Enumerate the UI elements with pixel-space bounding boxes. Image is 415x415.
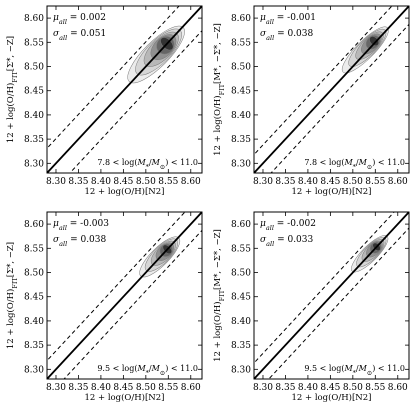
x-tick-label: 8.55 (365, 383, 385, 393)
x-tick-label: 8.35 (68, 383, 88, 393)
contour-level-6 (369, 36, 380, 47)
one-to-one-line (254, 6, 409, 173)
y-tick-label: 8.40 (231, 317, 251, 327)
x-axis-label: 12 + log(O/H)[N2] (292, 186, 372, 197)
x-tick-label: 8.60 (388, 383, 408, 393)
axes-frame (46, 5, 203, 174)
x-tick-label: 8.40 (91, 383, 111, 393)
sigma-annotation: σall = 0.038 (53, 235, 107, 248)
x-tick-label: 8.30 (253, 383, 273, 393)
y-tick-label: 8.40 (24, 317, 44, 327)
mass-range-annotation: 7.8 < log(M*/M⊙) < 11.0 (97, 158, 198, 171)
y-tick-label: 8.55 (231, 244, 251, 254)
x-tick-label: 8.60 (181, 177, 201, 187)
y-axis-label: 12 + log(O/H)FIT[M*, −Σ*, −Z] (212, 23, 226, 156)
y-tick-label: 8.40 (24, 111, 44, 121)
x-tick-label: 8.45 (320, 383, 340, 393)
density-contours (254, 212, 409, 379)
y-tick-label: 8.45 (231, 293, 251, 303)
x-tick-label: 8.55 (365, 177, 385, 187)
x-tick-label: 8.30 (46, 383, 66, 393)
x-tick-label: 8.55 (158, 177, 178, 187)
density-contours (47, 212, 202, 379)
y-tick-label: 8.55 (231, 38, 251, 48)
x-tick-label: 8.45 (113, 177, 133, 187)
sigma-annotation: σall = 0.033 (260, 235, 314, 248)
x-tick-label: 8.35 (68, 177, 88, 187)
y-tick-label: 8.35 (231, 341, 251, 351)
mu-annotation: μall = -0.001 (260, 13, 316, 26)
one-to-one-line (254, 212, 409, 379)
sigma-annotation: σall = 0.051 (53, 29, 106, 42)
mass-range-annotation: 9.5 < log(M*/M⊙) < 11.0 (304, 364, 405, 377)
one-to-one-line (47, 212, 202, 379)
x-tick-label: 8.35 (275, 383, 295, 393)
x-tick-label: 8.60 (181, 383, 201, 393)
y-tick-label: 8.55 (24, 38, 44, 48)
y-axis-label: 12 + log(O/H)FIT[Σ*, −Z] (5, 36, 19, 143)
mu-annotation: μall = -0.003 (53, 219, 109, 232)
y-tick-label: 8.50 (231, 269, 251, 279)
x-tick-label: 8.30 (253, 177, 273, 187)
y-tick-label: 8.30 (231, 365, 251, 375)
y-tick-label: 8.45 (24, 87, 44, 97)
x-tick-label: 8.50 (343, 383, 363, 393)
panel-3: 8.30 8.35 8.40 8.45 8.50 8.55 8.608.308.358.40… (5, 211, 203, 403)
x-axis-label: 12 + log(O/H)[N2] (85, 186, 165, 197)
y-tick-label: 8.30 (24, 159, 44, 169)
y-tick-label: 8.55 (24, 244, 44, 254)
y-tick-label: 8.60 (24, 220, 44, 230)
x-axis-label: 12 + log(O/H)[N2] (85, 392, 165, 403)
y-tick-label: 8.45 (231, 87, 251, 97)
panel-1: 8.30 8.35 8.40 8.45 8.50 8.55 8.608.308.358.40… (5, 5, 203, 197)
density-contours (47, 6, 202, 173)
y-tick-label: 8.30 (24, 365, 44, 375)
x-tick-label: 8.40 (91, 177, 111, 187)
y-tick-label: 8.30 (231, 159, 251, 169)
y-tick-label: 8.60 (231, 14, 251, 24)
x-tick-label: 8.35 (275, 177, 295, 187)
x-tick-label: 8.55 (158, 383, 178, 393)
x-tick-label: 8.30 (46, 177, 66, 187)
y-axis-label: 12 + log(O/H)FIT[Σ*, −Z] (5, 242, 19, 349)
y-tick-label: 8.40 (231, 111, 251, 121)
y-tick-label: 8.35 (231, 135, 251, 145)
x-tick-label: 8.40 (298, 177, 318, 187)
one-to-one-line (47, 6, 202, 173)
y-tick-label: 8.50 (24, 269, 44, 279)
y-tick-label: 8.60 (24, 14, 44, 24)
y-tick-label: 8.35 (24, 135, 44, 145)
x-axis-label: 12 + log(O/H)[N2] (292, 392, 372, 403)
sigma-annotation: σall = 0.038 (260, 29, 314, 42)
y-axis-label: 12 + log(O/H)FIT[M*, −Σ*, −Z] (212, 229, 226, 362)
y-tick-label: 8.60 (231, 220, 251, 230)
x-tick-label: 8.40 (298, 383, 318, 393)
y-tick-label: 8.50 (24, 63, 44, 73)
y-tick-label: 8.50 (231, 63, 251, 73)
x-tick-label: 8.45 (113, 383, 133, 393)
panel-4: 8.30 8.35 8.40 8.45 8.50 8.55 8.608.308.358.40… (212, 211, 410, 403)
axes-frame (253, 211, 410, 380)
x-tick-label: 8.60 (388, 177, 408, 187)
mass-range-annotation: 9.5 < log(M*/M⊙) < 11.0 (97, 364, 198, 377)
y-tick-label: 8.45 (24, 293, 44, 303)
panel-2: 8.30 8.35 8.40 8.45 8.50 8.55 8.608.308.358.40… (212, 5, 410, 197)
mu-annotation: μall = 0.002 (53, 13, 106, 26)
axes-frame (46, 211, 203, 380)
x-tick-label: 8.50 (343, 177, 363, 187)
density-contours (254, 6, 409, 173)
mass-range-annotation: 7.8 < log(M*/M⊙) < 11.0 (304, 158, 405, 171)
x-tick-label: 8.50 (136, 383, 156, 393)
y-tick-label: 8.35 (24, 341, 44, 351)
axes-frame (253, 5, 410, 174)
mu-annotation: μall = -0.002 (260, 219, 316, 232)
x-tick-label: 8.45 (320, 177, 340, 187)
x-tick-label: 8.50 (136, 177, 156, 187)
